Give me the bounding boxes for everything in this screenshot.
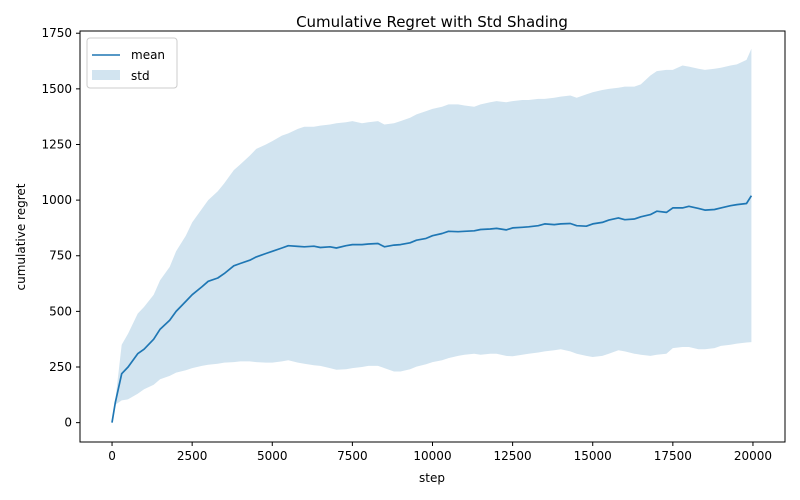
legend-mean-label: mean xyxy=(131,48,165,62)
plot-area xyxy=(111,48,753,423)
y-tick-label: 1500 xyxy=(41,82,72,96)
y-tick-label: 500 xyxy=(49,304,72,318)
x-tick-label: 0 xyxy=(108,449,116,463)
legend-std-swatch xyxy=(92,70,120,80)
x-tick-label: 15000 xyxy=(574,449,612,463)
x-tick-label: 20000 xyxy=(734,449,772,463)
x-axis-label: step xyxy=(419,471,445,485)
legend: mean std xyxy=(86,37,178,89)
y-tick-label: 1000 xyxy=(41,193,72,207)
y-tick-label: 1750 xyxy=(41,26,72,40)
x-tick-label: 10000 xyxy=(413,449,451,463)
mean-line xyxy=(111,195,753,423)
x-tick-label: 17500 xyxy=(654,449,692,463)
y-tick-label: 750 xyxy=(49,249,72,263)
y-axis-ticks: 0 250 500 750 1000 1250 1500 1750 xyxy=(41,26,80,430)
x-tick-label: 7500 xyxy=(337,449,368,463)
y-tick-label: 1250 xyxy=(41,137,72,151)
legend-std-label: std xyxy=(131,69,150,83)
x-tick-label: 12500 xyxy=(494,449,532,463)
legend-box xyxy=(86,37,178,89)
x-tick-label: 2500 xyxy=(177,449,208,463)
y-axis-label: cumulative regret xyxy=(14,183,28,290)
x-tick-label: 5000 xyxy=(257,449,288,463)
y-tick-label: 250 xyxy=(49,360,72,374)
x-axis-ticks: 0 2500 5000 7500 10000 12500 15000 17500 20000 xyxy=(108,442,772,463)
y-tick-label: 0 xyxy=(64,416,72,430)
chart-title: Cumulative Regret with Std Shading xyxy=(296,13,568,31)
